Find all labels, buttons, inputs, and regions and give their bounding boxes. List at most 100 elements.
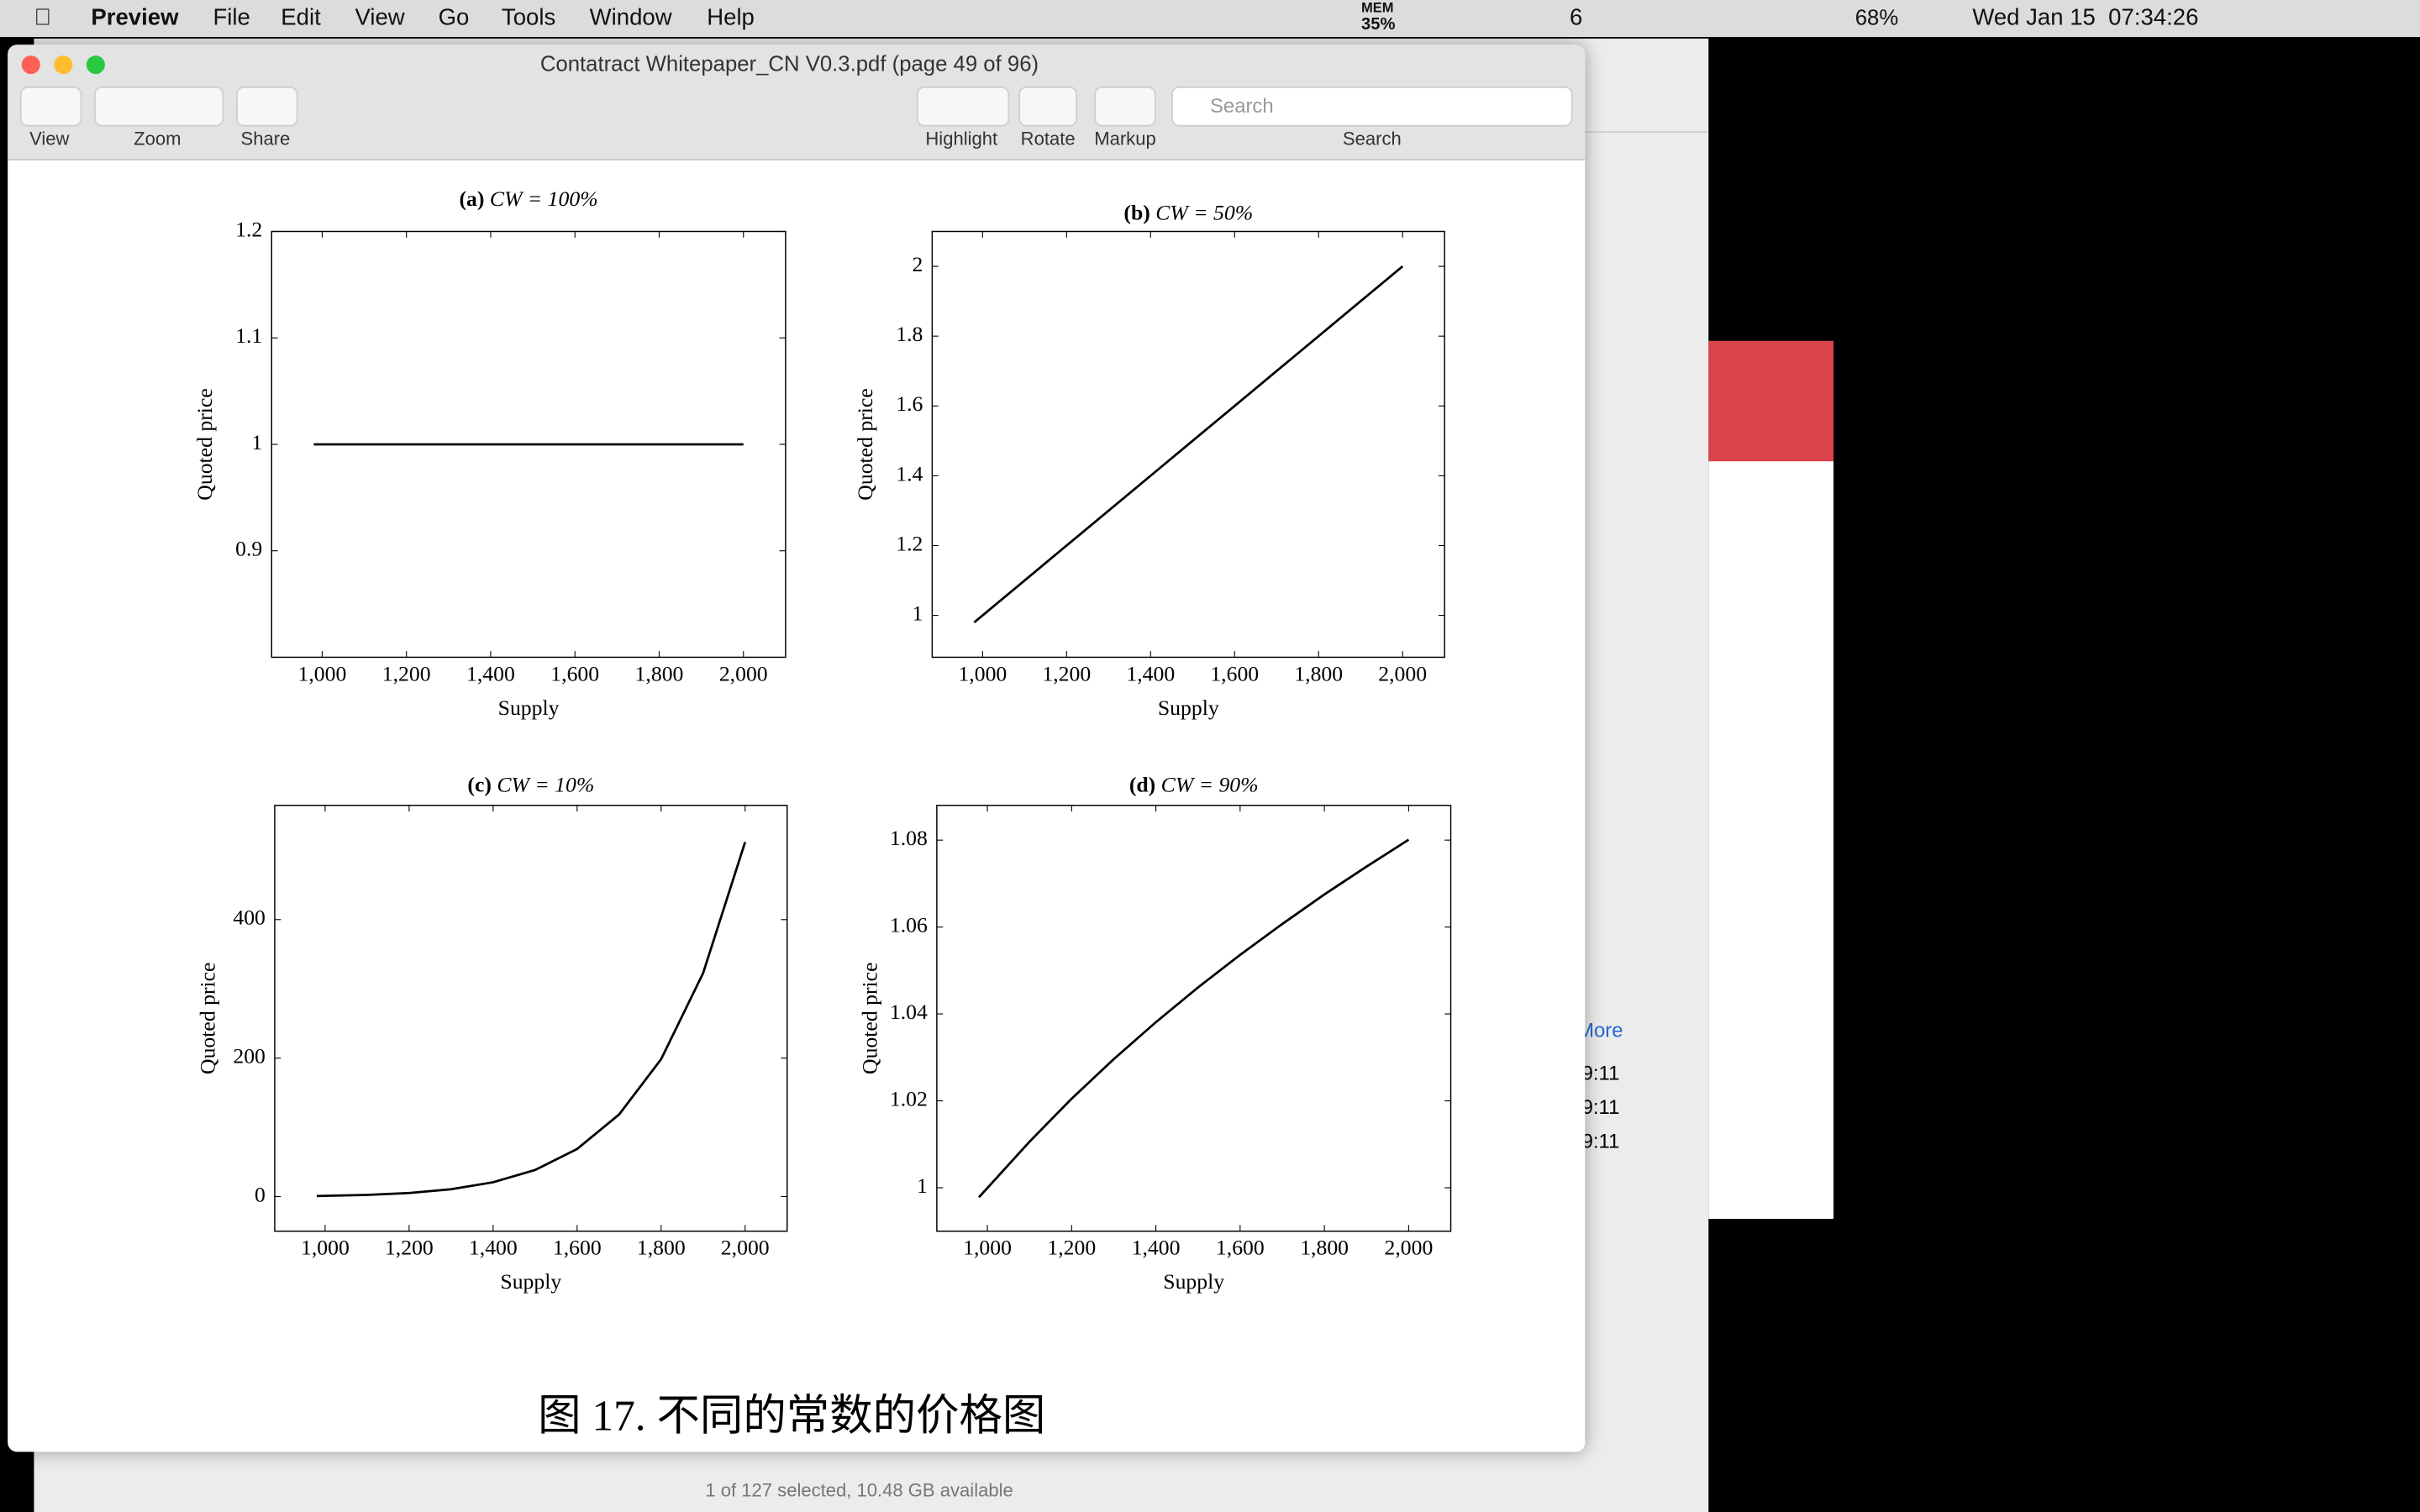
chart: 1,000 1,200 1,400 1,600 1,800 2,000 1 1.02 1.04 1… [858, 773, 1452, 1294]
chart: 1,000 1,200 1,400 1,600 1,800 2,000 1 1.2 1.4 1.6… [853, 200, 1445, 720]
toolbar-label: Zoom [134, 128, 182, 150]
x-tick-label: 1,000 [301, 1236, 350, 1260]
data-line [973, 265, 1404, 623]
y-tick-label: 1.2 [896, 531, 923, 555]
time: 9:11 [1581, 1129, 1620, 1153]
x-axis-label: Supply [500, 1269, 561, 1294]
menu-item[interactable]: File [213, 4, 250, 31]
apple-menu[interactable]:  [34, 5, 51, 31]
x-axis-label: Supply [1163, 1269, 1224, 1294]
x-tick-label: 1,200 [1047, 1236, 1096, 1260]
x-tick-label: 1,800 [635, 661, 684, 685]
x-tick-label: 1,600 [553, 1236, 602, 1260]
menu-item[interactable]: Window [589, 4, 672, 31]
y-axis-label: Quoted price [192, 388, 217, 500]
time: 9:11 [1581, 1061, 1620, 1085]
markup-button[interactable] [1094, 86, 1156, 127]
panel-title: CW = 100% [490, 186, 598, 211]
x-axis-label: Supply [1158, 696, 1219, 720]
view-button[interactable] [19, 86, 82, 127]
x-tick-label: 1,600 [550, 661, 599, 685]
toolbar-label: Rotate [1020, 128, 1076, 150]
y-axis-label: Quoted price [196, 963, 220, 1074]
x-tick-label: 1,200 [385, 1236, 434, 1260]
status-bar: 1 of 127 selected, 10.48 GB available [705, 1479, 1013, 1502]
panel-label: (b) [1123, 200, 1150, 224]
x-tick-label: 1,400 [466, 661, 515, 685]
x-tick-label: 1,800 [1300, 1236, 1349, 1260]
share-button[interactable] [236, 86, 298, 127]
menu-item[interactable]: Edit [281, 4, 321, 31]
menu-item[interactable]: Help [707, 4, 755, 31]
y-tick-label: 400 [233, 906, 266, 930]
y-tick-label: 1.6 [896, 391, 923, 416]
x-tick-label: 1,400 [1126, 661, 1175, 685]
mem-label: MEM [1360, 0, 1394, 16]
y-tick-label: 1.06 [890, 913, 928, 937]
figure-caption: 图 17. 不同的常数的价格图 [538, 1393, 1046, 1441]
clock: Wed Jan 15 07:34:26 [1972, 4, 2199, 31]
y-axis-label: Quoted price [858, 963, 882, 1074]
y-tick-label: 1 [917, 1173, 928, 1198]
y-tick-label: 0.9 [235, 537, 262, 561]
preview-window: Contatract Whitepaper_CN V0.3.pdf (page … [8, 45, 1586, 1452]
rotate-button[interactable] [1018, 86, 1078, 127]
toolbar-label: Share [240, 128, 291, 150]
time: 9:11 [1581, 1095, 1620, 1119]
header [1708, 340, 1834, 462]
x-tick-label: 1,600 [1216, 1236, 1265, 1260]
search-placeholder: Search [1209, 94, 1274, 118]
y-tick-label: 1.8 [896, 322, 923, 346]
wechat-count: 6 [1569, 4, 1583, 31]
plot-frame [936, 805, 1452, 1232]
data-line [316, 842, 747, 1198]
panel-title: CW = 10% [497, 773, 594, 797]
menu-item[interactable]: View [355, 4, 405, 31]
minimize-button[interactable] [54, 55, 73, 75]
y-tick-label: 2 [913, 252, 923, 276]
x-tick-label: 2,000 [1378, 661, 1427, 685]
menu-bar:  Preview File Edit View Go Tools Window… [0, 0, 2420, 38]
x-tick-label: 1,000 [958, 661, 1007, 685]
toolbar-label: Search [1342, 128, 1402, 150]
chart-title: (d) CW = 90% [1129, 773, 1259, 797]
x-tick-label: 1,000 [298, 661, 347, 685]
zoom-button[interactable] [86, 55, 105, 75]
plot-frame [931, 230, 1445, 659]
x-tick-label: 1,000 [963, 1236, 1012, 1260]
mem-value: 35% [1360, 15, 1396, 34]
side-window [1708, 340, 1834, 1220]
y-tick-label: 1.1 [235, 323, 262, 348]
window-title: Contatract Whitepaper_CN V0.3.pdf (page … [539, 50, 1039, 76]
x-tick-label: 1,600 [1210, 661, 1259, 685]
y-tick-label: 1 [913, 601, 923, 625]
menu-item[interactable]: Go [438, 4, 470, 31]
close-button[interactable] [21, 55, 40, 75]
y-tick-label: 1 [251, 430, 262, 454]
panel-label: (d) [1129, 773, 1155, 797]
panel-label: (a) [460, 186, 485, 211]
panel-label: (c) [467, 773, 492, 797]
panel-title: CW = 90% [1161, 773, 1259, 797]
x-tick-label: 1,800 [637, 1236, 686, 1260]
app-menu[interactable]: Preview [91, 4, 179, 31]
chart-title: (c) CW = 10% [467, 773, 594, 797]
y-tick-label: 1.4 [896, 461, 923, 486]
toolbar: Contatract Whitepaper_CN V0.3.pdf (page … [8, 45, 1586, 161]
panel-title: CW = 50% [1155, 200, 1253, 224]
menu-item[interactable]: Tools [501, 4, 556, 31]
x-tick-label: 2,000 [1384, 1236, 1433, 1260]
y-tick-label: 1.02 [890, 1086, 928, 1110]
highlight-button[interactable] [917, 86, 1010, 127]
search-field[interactable]: Search [1171, 86, 1573, 127]
toolbar-label: Markup [1094, 128, 1156, 150]
y-tick-label: 1.04 [890, 1000, 928, 1024]
y-tick-label: 200 [233, 1044, 266, 1068]
zoom-buttons[interactable] [94, 86, 224, 127]
data-line [978, 838, 1410, 1199]
chart-title: (a) CW = 100% [460, 186, 598, 211]
y-tick-label: 0 [255, 1182, 266, 1206]
